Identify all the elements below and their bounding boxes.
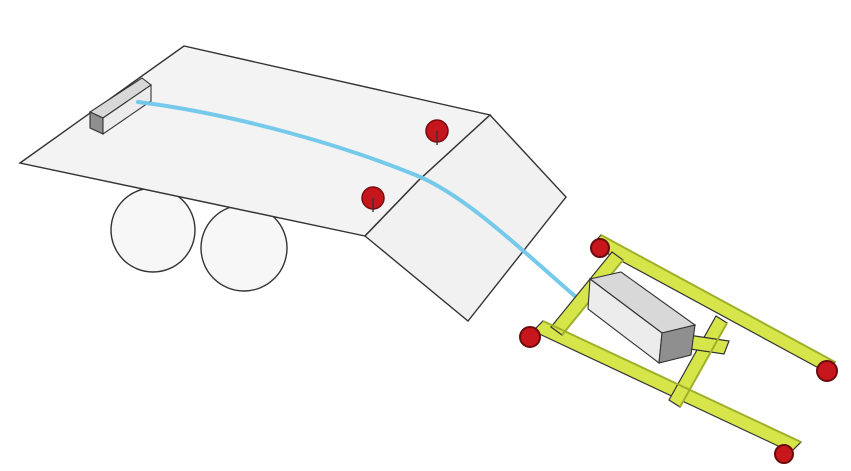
platform-wheels bbox=[110, 187, 288, 292]
pin-top bbox=[425, 119, 449, 145]
ramp-pins bbox=[361, 119, 449, 212]
yellow-frame bbox=[531, 234, 836, 453]
platform-block bbox=[88, 77, 152, 136]
fold-line bbox=[364, 180, 419, 237]
right-wheel bbox=[200, 204, 288, 292]
left-wheel bbox=[110, 187, 196, 273]
frame-wheel-right bbox=[816, 360, 838, 382]
frame-wheel-left bbox=[519, 326, 541, 348]
frame-wheel-top bbox=[590, 238, 610, 258]
pin-bottom bbox=[361, 186, 385, 212]
trajectory-line bbox=[136, 100, 586, 306]
frame-wheels bbox=[519, 238, 838, 464]
frame-block bbox=[587, 271, 697, 365]
frame-wheel-bottom bbox=[774, 444, 794, 464]
